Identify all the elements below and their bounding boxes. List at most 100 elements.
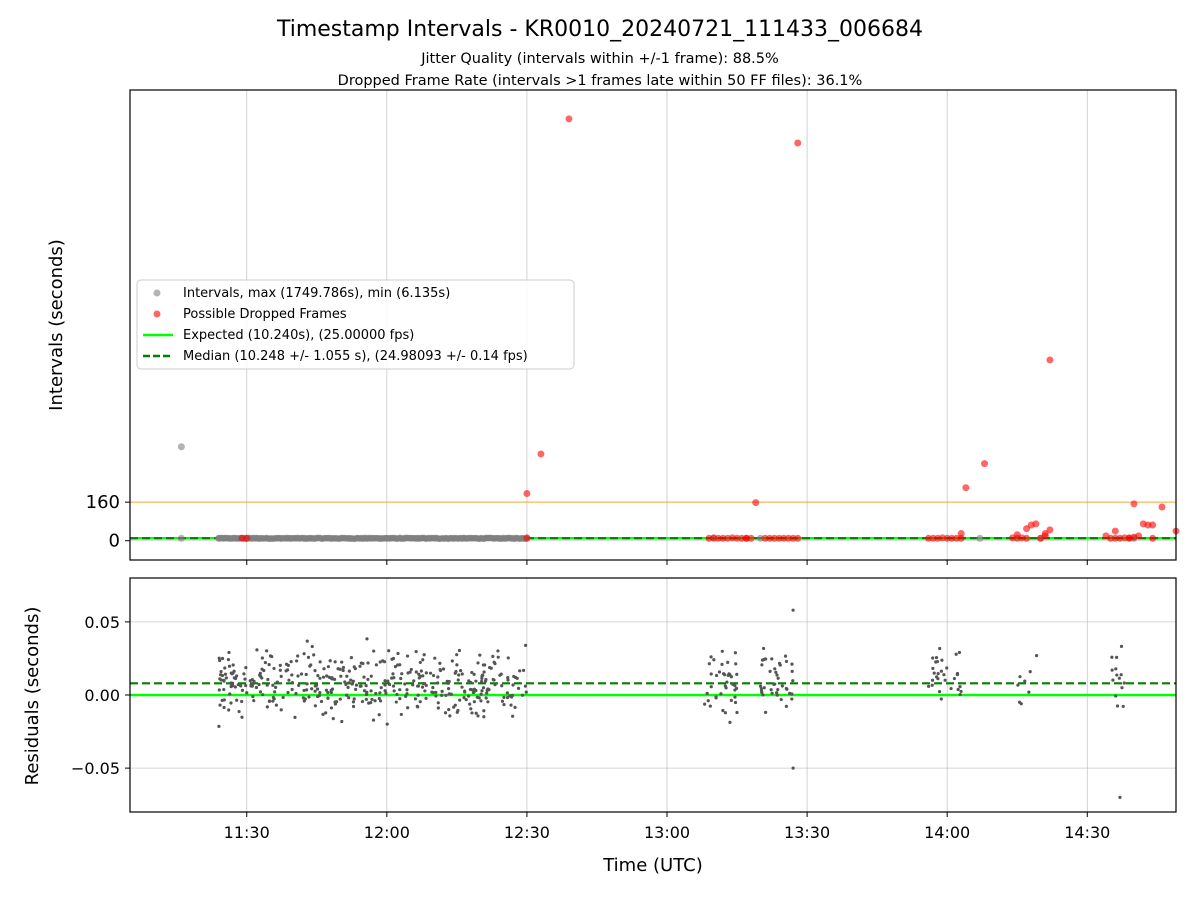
residual-point bbox=[709, 655, 713, 659]
residual-point bbox=[271, 683, 275, 687]
residual-point bbox=[381, 659, 385, 663]
residual-point bbox=[303, 697, 307, 701]
residual-point bbox=[719, 692, 723, 696]
residual-point bbox=[733, 695, 737, 699]
residual-point bbox=[523, 684, 528, 688]
residual-point bbox=[714, 673, 719, 678]
residual-point bbox=[455, 663, 459, 667]
residual-point bbox=[306, 655, 311, 659]
residual-point bbox=[729, 698, 733, 702]
residual-point bbox=[446, 687, 451, 691]
residual-point bbox=[260, 676, 264, 680]
residual-point bbox=[443, 711, 448, 715]
residuals-y-ticks: −0.05 0.00 0.05 bbox=[71, 613, 130, 778]
residual-point bbox=[779, 697, 783, 702]
residual-point bbox=[506, 676, 510, 680]
residual-point bbox=[229, 671, 233, 675]
intervals-x-ticks bbox=[246, 560, 1088, 565]
legend-intervals-marker bbox=[153, 289, 161, 297]
residual-point bbox=[418, 700, 422, 704]
dropped-frame-point bbox=[1149, 534, 1157, 542]
residual-point bbox=[1023, 679, 1027, 683]
residual-point bbox=[233, 685, 237, 689]
residual-point bbox=[414, 650, 418, 654]
residual-point bbox=[240, 699, 244, 704]
residual-point bbox=[333, 700, 337, 704]
residual-point bbox=[485, 691, 489, 695]
residual-point bbox=[399, 712, 403, 717]
residual-point bbox=[372, 649, 376, 653]
residual-point bbox=[459, 669, 463, 673]
residual-point bbox=[227, 664, 232, 668]
residual-point bbox=[327, 675, 331, 679]
intervals-dense-band bbox=[215, 534, 530, 542]
residual-point bbox=[706, 699, 710, 703]
residual-point bbox=[761, 646, 766, 651]
residual-point bbox=[434, 690, 438, 694]
residual-point bbox=[1119, 644, 1124, 648]
residual-point bbox=[299, 672, 304, 676]
residual-point bbox=[268, 699, 272, 703]
residual-point bbox=[790, 669, 794, 673]
residual-point bbox=[248, 679, 252, 683]
residual-point bbox=[266, 677, 270, 682]
residual-point bbox=[279, 674, 283, 678]
residual-point bbox=[258, 673, 262, 677]
residual-point bbox=[958, 685, 962, 689]
residual-point bbox=[235, 674, 239, 678]
residual-point bbox=[770, 657, 774, 661]
dropped-frame-point bbox=[1046, 526, 1054, 534]
residual-point bbox=[265, 683, 269, 687]
residual-point bbox=[364, 692, 368, 697]
intervals-plot-frame bbox=[129, 89, 1177, 561]
residual-point bbox=[956, 687, 960, 692]
legend-median-label: Median (10.248 +/- 1.055 s), (24.98093 +… bbox=[183, 349, 528, 364]
residual-point bbox=[516, 686, 521, 690]
residual-point bbox=[958, 692, 962, 697]
residual-point bbox=[265, 705, 269, 709]
residual-point bbox=[731, 682, 735, 686]
residual-point bbox=[935, 675, 939, 679]
residuals-y-tick-label: −0.05 bbox=[71, 759, 120, 778]
chart-subtitle-jitter: Jitter Quality (intervals within +/-1 fr… bbox=[420, 51, 779, 67]
residual-point bbox=[436, 675, 440, 679]
residual-point bbox=[447, 707, 451, 712]
residual-point bbox=[482, 715, 486, 719]
residuals-reference-lines bbox=[130, 682, 1176, 697]
residual-point bbox=[324, 711, 328, 715]
residual-point bbox=[520, 693, 525, 697]
residual-point bbox=[460, 672, 464, 676]
residual-point bbox=[784, 686, 788, 691]
residual-point bbox=[502, 695, 506, 699]
residual-point bbox=[720, 649, 724, 653]
residual-point bbox=[240, 688, 245, 693]
residual-point bbox=[405, 654, 410, 658]
dropped-frame-point bbox=[957, 534, 965, 542]
residual-point bbox=[474, 679, 478, 683]
x-tick-label: 12:30 bbox=[504, 823, 550, 842]
residual-point bbox=[523, 643, 528, 648]
residual-point bbox=[302, 652, 306, 656]
residual-point bbox=[229, 701, 233, 705]
residual-point bbox=[396, 663, 400, 667]
dropped-frame-point bbox=[794, 534, 802, 542]
x-tick-label: 14:00 bbox=[924, 823, 970, 842]
residual-point bbox=[411, 683, 415, 687]
residual-point bbox=[491, 654, 495, 659]
residual-point bbox=[935, 659, 940, 664]
residual-point bbox=[424, 683, 428, 687]
residual-point bbox=[405, 692, 409, 696]
residual-point bbox=[274, 703, 278, 707]
x-tick-label: 13:30 bbox=[784, 823, 830, 842]
residual-point bbox=[438, 661, 442, 665]
residual-point bbox=[336, 667, 340, 671]
residual-point bbox=[386, 679, 390, 683]
residual-point bbox=[1018, 675, 1022, 679]
residual-point bbox=[457, 648, 462, 653]
residual-point bbox=[369, 674, 373, 678]
residual-point bbox=[244, 683, 248, 688]
residual-point bbox=[705, 691, 709, 695]
dropped-frame-point bbox=[1032, 520, 1040, 528]
residual-point bbox=[1110, 668, 1114, 672]
